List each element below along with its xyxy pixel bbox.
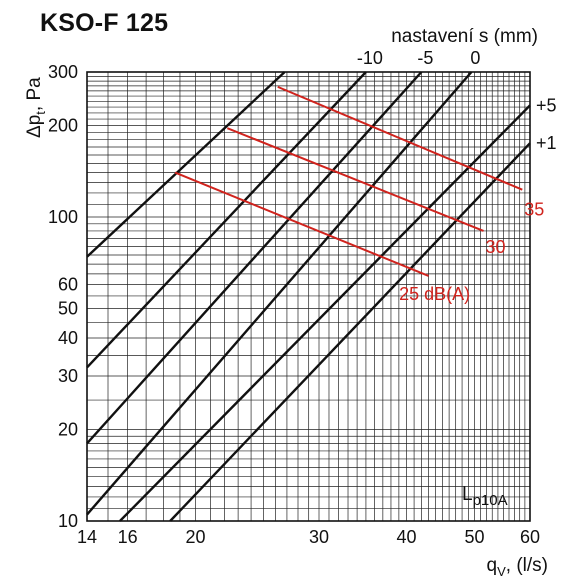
x-tick-label: 20 <box>186 527 206 547</box>
noise-labels: 35 30 25 dB(A) <box>399 200 544 304</box>
x-axis-label: qV, (l/s) <box>487 555 548 579</box>
y-tick-label: 10 <box>58 511 78 531</box>
right-line-labels: +5 +1 <box>536 95 557 153</box>
noise-legend-label: Lp10A <box>462 484 508 509</box>
right-line-label: +1 <box>536 133 557 153</box>
y-tick-labels: 10 20 30 40 50 60 100 200 300 <box>48 62 78 531</box>
noise-line-1 <box>277 85 523 191</box>
y-tick-label: 50 <box>58 299 78 319</box>
right-line-label: +5 <box>536 95 557 115</box>
x-tick-label: 16 <box>118 527 138 547</box>
top-tick-label: -10 <box>357 48 383 68</box>
x-tick-label: 50 <box>464 527 484 547</box>
x-tick-label: 60 <box>520 527 540 547</box>
setting-lines <box>86 71 531 522</box>
setting-line-2 <box>86 71 367 369</box>
x-tick-label: 30 <box>309 527 329 547</box>
noise-line-2 <box>226 127 484 232</box>
y-axis-label: Δpt, Pa <box>24 77 48 138</box>
setting-line-6 <box>169 142 531 522</box>
y-tick-label: 300 <box>48 62 78 82</box>
chart-title: KSO-F 125 <box>40 9 169 37</box>
top-tick-labels: -10 -5 0 <box>357 48 481 68</box>
setting-line-4 <box>86 71 473 516</box>
y-tick-label: 20 <box>58 419 78 439</box>
setting-line-5 <box>119 104 531 522</box>
top-tick-label: 0 <box>470 48 480 68</box>
top-axis-label: nastavení s (mm) <box>391 26 538 47</box>
noise-lines <box>174 85 523 277</box>
x-tick-label: 14 <box>77 527 97 547</box>
plot-frame <box>86 71 531 522</box>
noise-label-1: 35 <box>524 200 544 220</box>
top-tick-label: -5 <box>417 48 433 68</box>
x-tick-labels: 14 16 20 30 40 50 60 <box>77 527 540 547</box>
noise-label-3: 25 dB(A) <box>399 284 470 304</box>
x-tick-label: 40 <box>397 527 417 547</box>
y-tick-label: 60 <box>58 274 78 294</box>
noise-label-2: 30 <box>485 237 505 257</box>
setting-line-1 <box>86 71 286 258</box>
setting-line-3 <box>86 71 423 445</box>
noise-line-3 <box>174 171 429 277</box>
y-tick-label: 100 <box>48 207 78 227</box>
y-tick-label: 200 <box>48 116 78 136</box>
y-tick-label: 30 <box>58 366 78 386</box>
y-tick-label: 40 <box>58 328 78 348</box>
